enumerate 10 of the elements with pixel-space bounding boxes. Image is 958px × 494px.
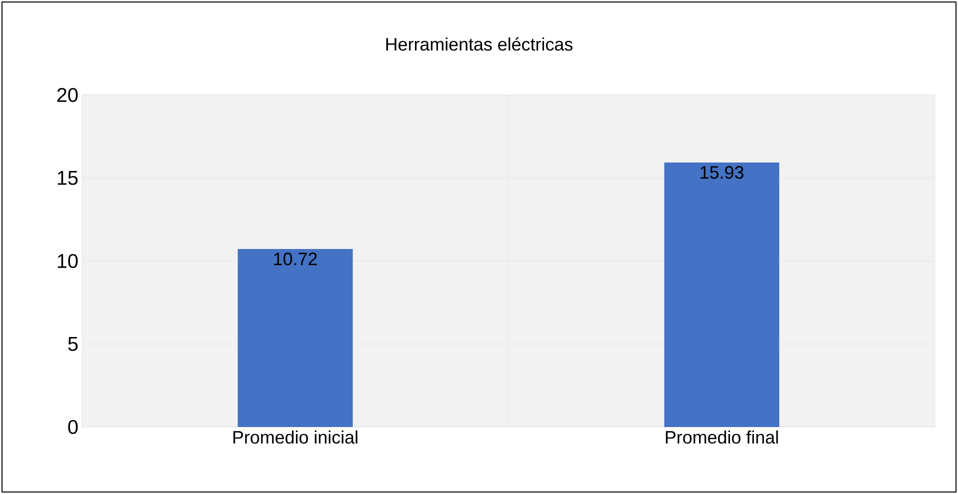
y-tick-label: 20 [57, 88, 78, 102]
y-tick-label: 15 [58, 171, 78, 185]
y-tick-label: 0 [68, 420, 78, 434]
data-label: 15.93 [700, 166, 744, 179]
chart-title: Herramientas eléctricas [386, 37, 572, 51]
y-tick-label: 5 [68, 337, 78, 351]
data-label: 10.72 [274, 252, 317, 266]
x-tick-label: Promedio inicial [233, 430, 358, 444]
y-tick-label: 10 [58, 254, 78, 268]
x-tick-label: Promedio final [666, 430, 778, 444]
